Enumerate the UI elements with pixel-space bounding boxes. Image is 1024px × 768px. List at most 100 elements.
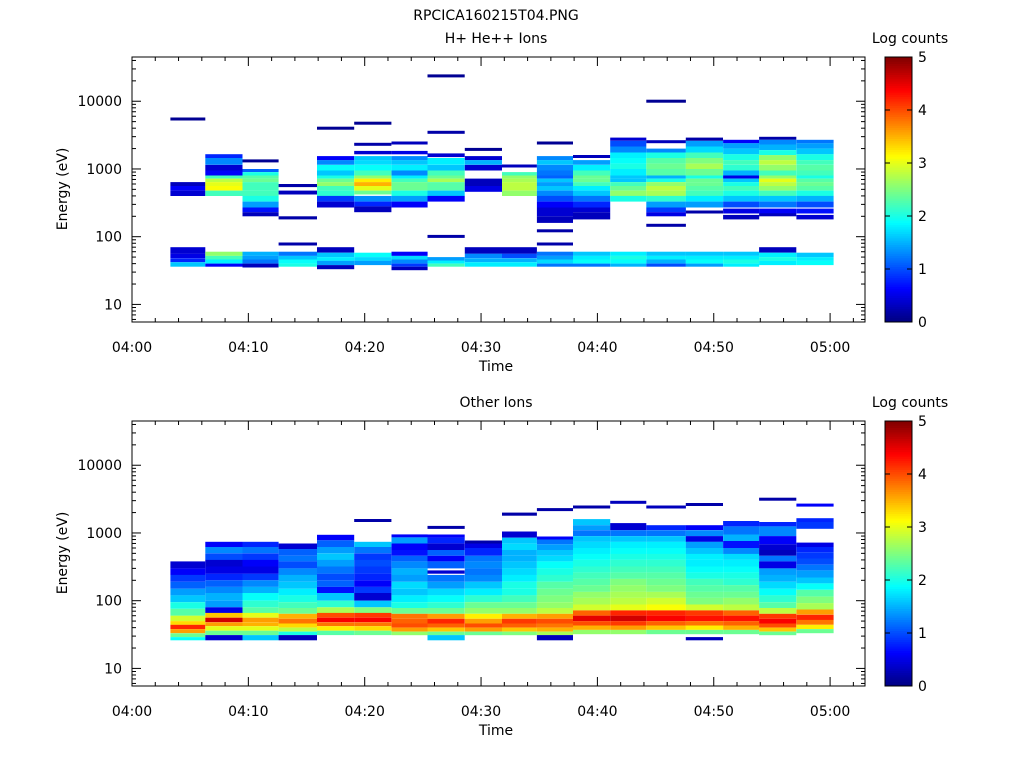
colorbar-swatch — [885, 220, 912, 223]
heatmap-cell — [464, 543, 502, 548]
heatmap-cell — [685, 255, 723, 260]
heatmap-cell — [242, 547, 279, 554]
heatmap-cell — [278, 190, 317, 195]
heatmap-cell — [464, 623, 502, 628]
heatmap-cell — [796, 596, 834, 604]
heatmap-cell — [759, 568, 797, 575]
heatmap-cell — [317, 617, 355, 623]
heatmap-cell — [464, 574, 502, 582]
heatmap-cell — [796, 564, 834, 571]
heatmap-cell — [610, 195, 647, 202]
heatmap-cell — [723, 548, 760, 554]
heatmap-cell — [796, 214, 834, 220]
heatmap-cell — [723, 585, 760, 592]
heatmap-cell — [759, 136, 797, 140]
x-axis-label: Time — [478, 723, 513, 739]
heatmap-cell — [427, 260, 465, 264]
heatmap-cell — [354, 170, 392, 176]
heatmap-cell — [427, 175, 465, 179]
colorbar-swatch — [885, 237, 912, 241]
colorbar-swatch — [885, 255, 912, 259]
colorbar-swatch — [885, 665, 912, 669]
heatmap-cell — [685, 137, 723, 141]
heatmap-cell — [354, 160, 392, 165]
colorbar-swatch — [885, 160, 912, 164]
heatmap-cell — [464, 631, 502, 636]
heatmap-cell — [796, 603, 834, 610]
heatmap-cell — [502, 602, 537, 608]
colorbar-swatch — [885, 162, 912, 166]
colorbar-swatch — [885, 581, 912, 585]
colorbar-swatch — [885, 235, 912, 239]
heatmap-cell — [354, 559, 392, 567]
heatmap-plot-area: 04:00 04:10 04:20 04:30 04:40 04:50 05:00 10 100… — [77, 420, 866, 720]
colorbar-swatch — [885, 577, 912, 581]
heatmap-cell — [723, 164, 760, 171]
heatmap-cell — [427, 602, 465, 608]
colorbar-swatch — [885, 683, 912, 687]
heatmap-cell — [723, 178, 760, 183]
heatmap-cell — [502, 608, 537, 614]
heatmap-cell — [536, 160, 573, 165]
heatmap-cell — [427, 525, 465, 529]
colorbar-swatch — [885, 195, 912, 199]
x-tick-label: 04:10 — [228, 340, 268, 356]
heatmap-cell — [242, 169, 279, 173]
heatmap-cell — [536, 574, 573, 582]
heatmap-cell — [170, 568, 206, 575]
heatmap-cell — [759, 581, 797, 589]
colorbar-swatch — [885, 202, 912, 206]
colorbar-swatch — [885, 127, 912, 131]
colorbar-swatch — [885, 528, 912, 532]
heatmap-cell — [464, 178, 502, 186]
heatmap-cell — [170, 637, 206, 641]
heatmap-cell — [536, 555, 573, 562]
heatmap-cell — [796, 624, 834, 630]
heatmap-cell — [610, 553, 647, 560]
heatmap-cell — [610, 146, 647, 153]
heatmap-cell — [610, 578, 647, 586]
colorbar-swatch — [885, 641, 912, 645]
heatmap-cell — [646, 530, 686, 537]
heatmap-cell — [354, 175, 392, 179]
x-tick-label: 04:20 — [345, 704, 385, 720]
colorbar-swatch — [885, 623, 912, 627]
colorbar-swatch — [885, 672, 912, 676]
colorbar-swatch — [885, 109, 912, 113]
colorbar-swatch — [885, 542, 912, 545]
colorbar-swatch — [885, 679, 912, 682]
heatmap-cell — [759, 257, 797, 261]
heatmap-cell — [759, 555, 797, 562]
heatmap-cell — [573, 585, 611, 592]
heatmap-cell — [242, 186, 279, 191]
heatmap-cell — [391, 595, 428, 603]
heatmap-cell — [464, 548, 502, 556]
heatmap-cell — [536, 631, 573, 636]
colorbar-label: Log counts — [872, 31, 948, 47]
heatmap-cell — [610, 559, 647, 567]
colorbar-swatch — [885, 464, 912, 468]
colorbar-swatch — [885, 489, 912, 492]
heatmap-cell — [723, 621, 760, 626]
x-tick-label: 04:40 — [577, 340, 617, 356]
heatmap-cell — [502, 550, 537, 556]
heatmap-cell — [427, 257, 465, 261]
panel-h-he-ions: H+ He++ Ions Log counts Time Energy (eV)… — [55, 31, 948, 375]
colorbar-swatch — [885, 98, 912, 102]
colorbar-swatch — [885, 453, 912, 457]
colorbar-swatch — [885, 495, 912, 499]
heatmap-cell — [685, 578, 723, 586]
heatmap-cell — [354, 580, 392, 587]
heatmap-cell — [317, 626, 355, 631]
heatmap-cell — [536, 242, 573, 246]
heatmap-cell — [685, 201, 723, 208]
colorbar-swatch — [885, 484, 912, 488]
heatmap-cell — [317, 252, 355, 258]
heatmap-cell — [723, 597, 760, 605]
heatmap-cell — [796, 547, 834, 553]
heatmap-cell — [723, 629, 760, 635]
heatmap-cell — [354, 257, 392, 261]
colorbar-swatch — [885, 246, 912, 250]
heatmap-cell — [391, 602, 428, 608]
heatmap-cell — [278, 623, 317, 628]
